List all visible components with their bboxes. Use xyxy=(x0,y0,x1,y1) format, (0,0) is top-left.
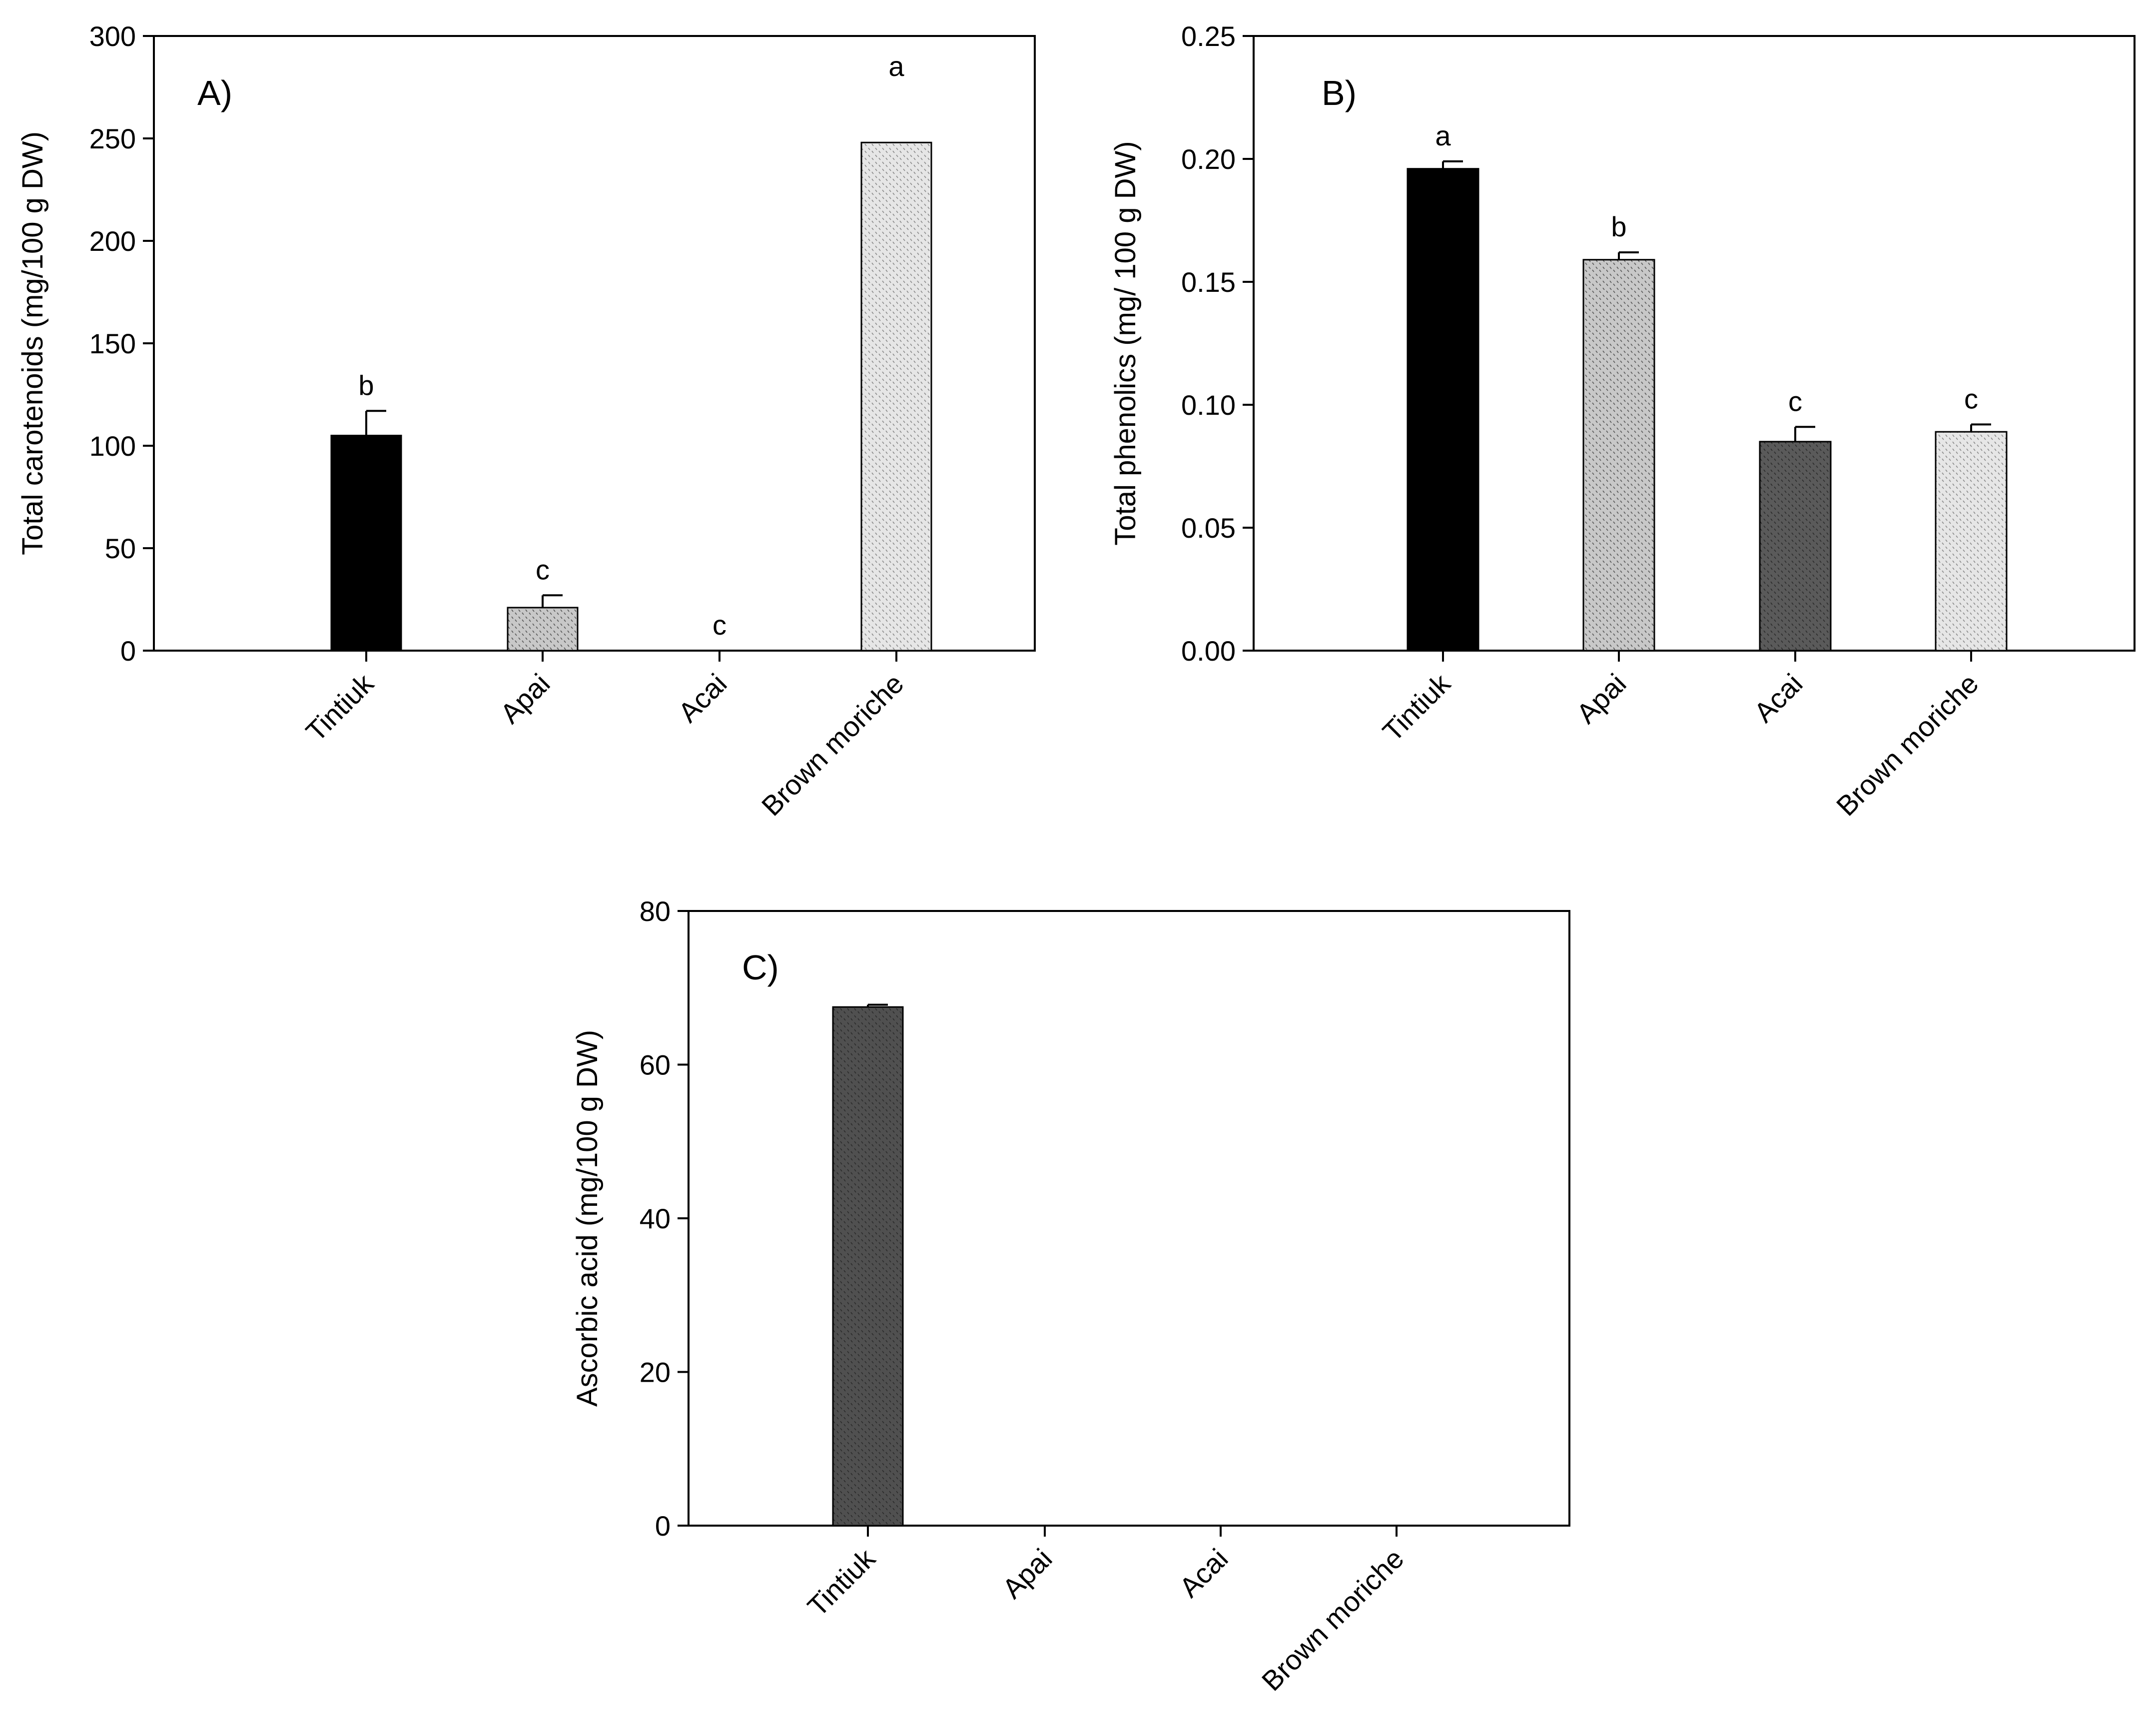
y-tick-label: 150 xyxy=(89,328,136,359)
x-tick-label: Apai xyxy=(996,1543,1058,1605)
panel-b-total-phenolics: 0.00 0.05 0.10 0.15 0.20 0.25 Total phenolics … xyxy=(1109,20,2136,822)
x-tick-label: Tintiuk xyxy=(300,667,380,747)
y-axis-label: Ascorbic acid (mg/100 g DW) xyxy=(571,1030,604,1407)
x-tick-label: Acai xyxy=(1173,1543,1234,1604)
significance-letter: c xyxy=(536,554,550,585)
x-tick-label: Brown moriche xyxy=(755,668,910,822)
y-tick-label: 0.10 xyxy=(1181,389,1236,421)
y-tick-label: 100 xyxy=(89,430,136,462)
y-tick-label: 0.05 xyxy=(1181,512,1236,544)
y-tick-label: 0 xyxy=(655,1510,671,1542)
x-tick-label: Acai xyxy=(672,668,733,729)
x-tick-label: Tintiuk xyxy=(1377,667,1456,747)
x-tick-label: Brown moriche xyxy=(1256,1543,1410,1697)
x-tick-label: Brown moriche xyxy=(1830,668,1985,822)
bar-brown-moriche xyxy=(1935,431,2008,652)
y-tick-label: 80 xyxy=(640,895,671,927)
y-tick-label: 0.15 xyxy=(1181,266,1236,298)
y-tick-label: 0 xyxy=(120,635,136,667)
panel-label: A) xyxy=(197,73,232,112)
significance-letter: b xyxy=(1611,211,1626,242)
y-tick-label: 0.25 xyxy=(1181,20,1236,52)
bar-apai xyxy=(1582,259,1655,652)
bar-tintiuk xyxy=(1407,168,1479,652)
y-axis-label: Total carotenoids (mg/100 g DW) xyxy=(16,131,49,555)
y-tick-label: 0.20 xyxy=(1181,143,1236,175)
plot-frame xyxy=(1253,35,2136,652)
bar-tintiuk xyxy=(330,435,402,652)
significance-letter: c xyxy=(713,609,726,641)
y-tick-label: 50 xyxy=(105,533,136,564)
bar-tintiuk xyxy=(832,1006,904,1527)
bar-brown-moriche xyxy=(860,141,932,652)
significance-letter: c xyxy=(1788,385,1802,417)
x-tick-label: Acai xyxy=(1748,668,1809,729)
significance-letter: a xyxy=(888,50,904,82)
panel-label: B) xyxy=(1322,73,1357,112)
panel-c-ascorbic-acid: 0 20 40 60 80 Ascorbic acid (mg/100 g DW) C) Ti… xyxy=(571,895,1570,1697)
y-tick-label: 40 xyxy=(640,1203,671,1234)
x-tick-label: Tintiuk xyxy=(801,1542,881,1622)
panel-a-total-carotenoids: 0 50 100 150 200 250 300 Total carotenoids (mg/… xyxy=(16,20,1036,822)
y-tick-label: 20 xyxy=(640,1357,671,1388)
significance-letter: b xyxy=(358,369,374,401)
significance-letter: c xyxy=(1964,383,1978,414)
bar-acai xyxy=(1759,441,1832,652)
bar-apai xyxy=(507,607,579,652)
y-tick-label: 0.00 xyxy=(1181,635,1236,667)
y-axis-label: Total phenolics (mg/ 100 g DW) xyxy=(1109,141,1142,545)
y-tick-label: 60 xyxy=(640,1049,671,1081)
x-tick-label: Apai xyxy=(1570,668,1632,730)
y-tick-label: 300 xyxy=(89,20,136,52)
y-tick-label: 200 xyxy=(89,225,136,257)
plot-frame xyxy=(688,910,1570,1527)
y-tick-label: 250 xyxy=(89,123,136,154)
x-tick-label: Apai xyxy=(494,668,556,730)
significance-letter: a xyxy=(1435,120,1451,151)
panel-label: C) xyxy=(742,948,779,987)
